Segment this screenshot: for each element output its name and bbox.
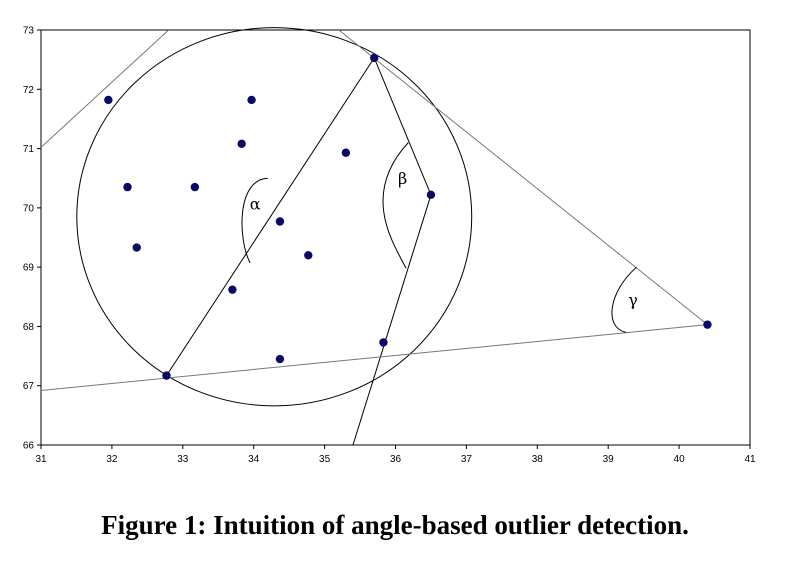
y-tick-label: 70 (23, 203, 35, 214)
data-point (123, 182, 132, 192)
data-point (162, 371, 171, 380)
data-point (247, 95, 256, 105)
angle-arc (382, 142, 409, 269)
scatter-plot: 31 32 33 34 35 36 37 38 39 40 41 6667686970717273 … (23, 26, 756, 466)
data-point (426, 190, 436, 200)
data-point (703, 320, 712, 329)
y-tick-label: 69 (23, 263, 35, 274)
y-tick-label: 73 (23, 26, 35, 37)
data-point (341, 148, 351, 157)
plot-area (40, 29, 751, 446)
angle-label: β (398, 169, 407, 188)
data-point (104, 95, 113, 105)
connector-line (338, 29, 708, 326)
y-tick-label: 66 (23, 441, 35, 452)
connector-line (352, 194, 432, 446)
connector-line (166, 57, 375, 376)
data-point (132, 243, 141, 252)
y-tick-label: 71 (23, 144, 35, 155)
x-tick-label: 40 (674, 454, 686, 465)
x-tick-label: 41 (744, 454, 756, 465)
x-tick-label: 39 (603, 454, 615, 465)
x-tick-label: 37 (461, 454, 473, 465)
x-tick-label: 35 (319, 454, 331, 465)
connector-line (40, 324, 708, 391)
data-point (228, 285, 237, 294)
angle-label: γ (628, 291, 638, 310)
y-tick-label: 67 (23, 381, 35, 392)
x-tick-label: 34 (248, 454, 260, 465)
data-point (379, 338, 388, 347)
neighborhood-circle (76, 27, 473, 407)
y-tick-label: 72 (23, 85, 35, 96)
angle-arc (241, 177, 268, 264)
connector-line (373, 57, 432, 196)
data-point (370, 53, 379, 63)
connector-line (40, 29, 169, 148)
data-point (275, 217, 285, 226)
angle-label: α (250, 195, 261, 214)
x-tick-label: 36 (390, 454, 402, 465)
data-point (304, 251, 313, 260)
data-point (275, 354, 285, 364)
angle-arc (611, 266, 637, 333)
y-tick-label: 68 (23, 322, 35, 333)
x-tick-label: 38 (532, 454, 544, 465)
x-tick-label: 33 (177, 454, 189, 465)
data-point (190, 182, 200, 192)
figure-caption: Figure 1: Intuition of angle-based outli… (101, 510, 689, 540)
x-tick-label: 31 (35, 454, 47, 465)
data-point (237, 139, 246, 149)
x-tick-label: 32 (106, 454, 118, 465)
